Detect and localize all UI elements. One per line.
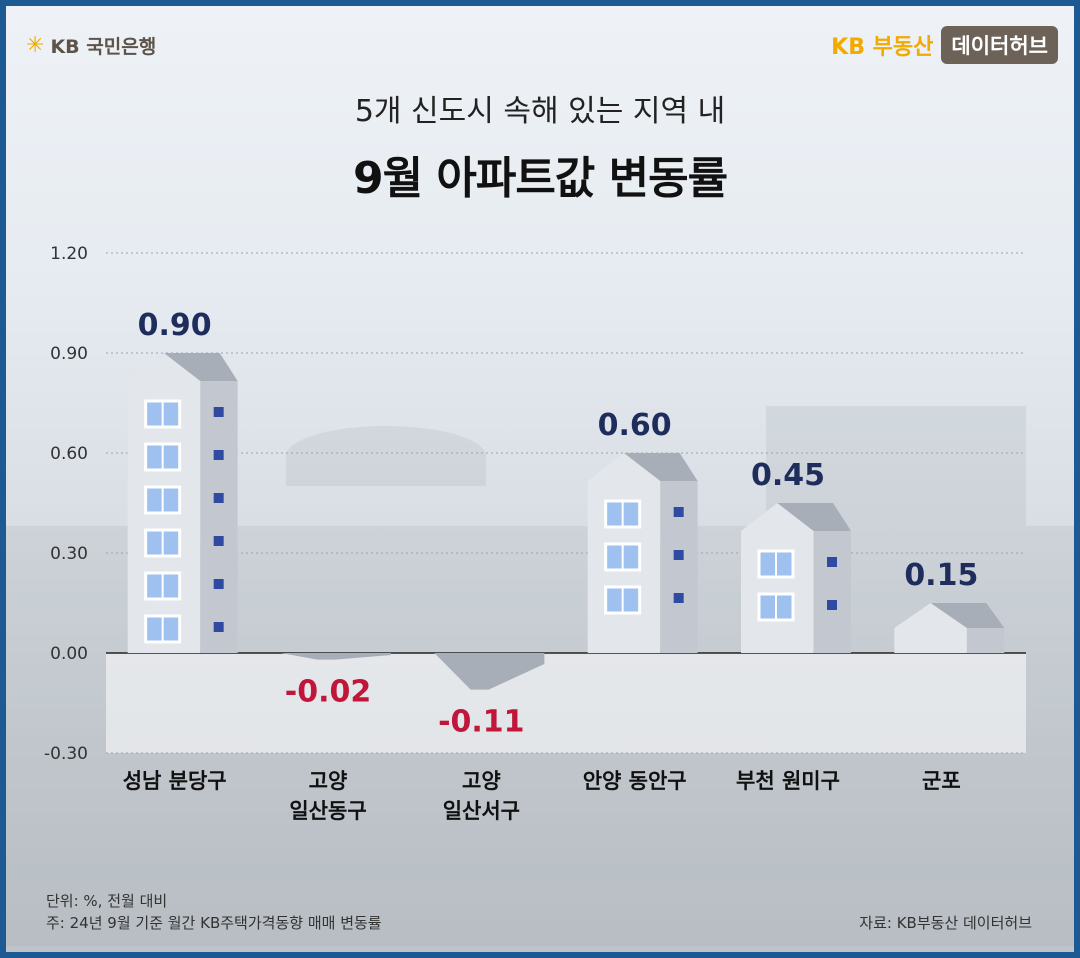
side-window (213, 493, 224, 503)
kb-bank-logo: ✳ KB 국민은행 (26, 32, 156, 59)
y-tick-label: 0.90 (50, 344, 88, 364)
bank-logo-text: KB 국민은행 (50, 36, 157, 58)
bar: -0.02 (281, 653, 391, 710)
category-label: 부천 원미구 (736, 769, 840, 793)
y-tick-label: 1.20 (50, 244, 88, 264)
category-label: 고양 (462, 769, 501, 793)
data-label: -0.11 (438, 705, 524, 740)
kb-realestate-logo: KB 부동산 데이터허브 (831, 26, 1058, 64)
negative-zone (106, 653, 1026, 753)
kb-star-icon: ✳ (26, 33, 45, 58)
data-label: 0.15 (904, 558, 978, 593)
y-tick-label: -0.30 (44, 744, 88, 764)
side-window (673, 593, 684, 603)
bar-side-face (660, 481, 698, 653)
bar-chart: 1.20 0.90 0.60 0.30 0.00 -0.30 0.90 성남 분당구 -0.02… (44, 244, 1026, 823)
source-note: 자료: KB부동산 데이터허브 (859, 914, 1032, 932)
bar-roof (163, 353, 238, 381)
category-label: 고양 (309, 769, 348, 793)
footnote: 주: 24년 9월 기준 월간 KB주택가격동향 매매 변동률 (46, 914, 382, 932)
bar: 0.45 (741, 458, 851, 653)
bar-side-face (813, 531, 851, 653)
side-window (213, 579, 224, 589)
bar-side-face (200, 381, 238, 653)
category-label: 일산서구 (443, 799, 520, 823)
brand-prefix: KB 부동산 (831, 35, 934, 60)
category-label: 성남 분당구 (123, 769, 227, 793)
side-window (827, 600, 837, 610)
bar-negative (281, 653, 391, 660)
y-tick-label: 0.60 (50, 444, 88, 464)
bg-mountain (286, 426, 486, 486)
bar: 0.60 (587, 408, 698, 653)
brand-badge: 데이터허브 (941, 26, 1058, 64)
category-label: 일산동구 (289, 799, 366, 823)
bar-roof (777, 503, 851, 531)
y-tick-label: 0.30 (50, 544, 88, 564)
data-label: 0.60 (598, 408, 672, 443)
infographic-frame: ✳ KB 국민은행 KB 부동산 데이터허브 5개 신도시 속해 있는 지역 내… (6, 6, 1074, 952)
category-label: 안양 동안구 (583, 769, 687, 793)
chart-subtitle: 5개 신도시 속해 있는 지역 내 (354, 94, 726, 129)
side-window (673, 507, 684, 517)
y-tick-label: 0.00 (50, 644, 88, 664)
bar-roof (930, 603, 1005, 628)
bar: 0.15 (894, 558, 1005, 653)
side-window (213, 450, 224, 460)
side-window (213, 622, 224, 632)
bar-negative (434, 653, 545, 690)
bar-front-face (894, 603, 967, 653)
category-label: 군포 (922, 769, 961, 793)
bar-side-face (966, 628, 1005, 653)
unit-note: 단위: %, 전월 대비 (46, 892, 168, 910)
side-window (213, 536, 224, 546)
bar: -0.11 (434, 653, 545, 740)
bar: 0.90 (127, 308, 238, 653)
data-label: 0.45 (751, 458, 825, 493)
side-window (827, 557, 837, 567)
bar-roof (623, 453, 698, 481)
data-label: 0.90 (138, 308, 212, 343)
side-window (673, 550, 684, 560)
data-label: -0.02 (285, 675, 371, 710)
side-window (213, 407, 224, 417)
chart-title: 9월 아파트값 변동률 (352, 153, 728, 204)
